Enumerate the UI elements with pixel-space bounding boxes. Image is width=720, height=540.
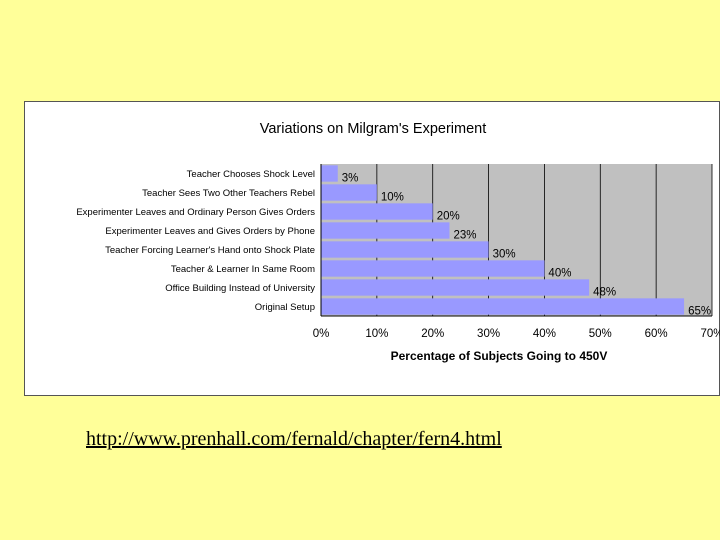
x-axis-label: Percentage of Subjects Going to 450V [391,349,608,363]
category-label: Original Setup [255,302,315,313]
plot-area: Teacher Chooses Shock Level 3% Teacher See… [76,164,720,340]
bar [321,279,590,296]
x-tick-label: 10% [365,328,388,340]
category-label: Teacher & Learner In Same Room [171,264,315,275]
bar [321,298,685,315]
x-tick-label: 40% [533,328,556,340]
bar [321,241,489,258]
x-tick-label: 0% [313,328,330,340]
x-tick-label: 50% [589,328,612,340]
bar [321,165,338,182]
category-label: Teacher Forcing Learner's Hand onto Shoc… [105,245,315,256]
data-label: 40% [548,268,571,280]
bar [321,203,433,220]
bar [321,184,377,201]
x-tick-label: 70% [700,328,720,340]
category-label: Teacher Chooses Shock Level [187,169,315,180]
data-label: 30% [493,249,516,261]
x-tick-label: 20% [421,328,444,340]
data-label: 65% [688,306,711,318]
source-link[interactable]: http://www.prenhall.com/fernald/chapter/… [86,428,502,450]
chart-panel: Variations on Milgram's Experiment Teach… [24,101,720,396]
data-label: 23% [453,230,476,242]
bar-chart: Variations on Milgram's Experiment Teach… [76,121,720,363]
category-label: Office Building Instead of University [165,283,315,294]
data-label: 10% [381,192,404,204]
x-tick-label: 30% [477,328,500,340]
data-label: 48% [593,287,616,299]
category-label: Teacher Sees Two Other Teachers Rebel [142,188,315,199]
data-label: 3% [342,173,359,185]
category-label: Experimenter Leaves and Ordinary Person … [76,207,315,218]
bar [321,222,450,239]
x-tick-label: 60% [645,328,668,340]
chart-title: Variations on Milgram's Experiment [260,121,487,137]
bar [321,260,545,277]
data-label: 20% [437,211,460,223]
category-label: Experimenter Leaves and Gives Orders by … [105,226,315,237]
